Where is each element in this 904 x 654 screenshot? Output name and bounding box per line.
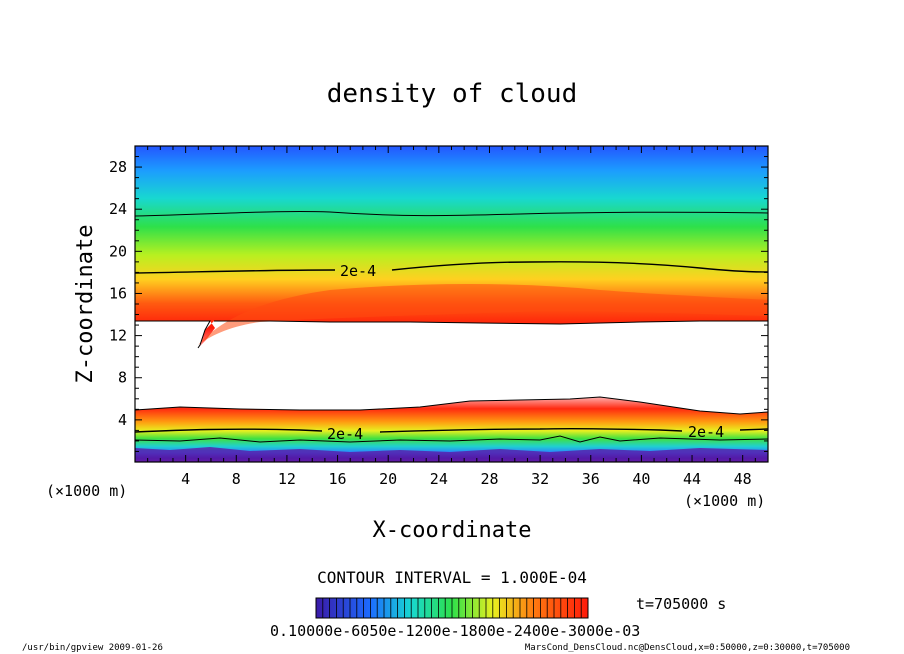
lower-cloud-bottom-edge: [135, 447, 768, 462]
contour-label: 2e-4: [327, 425, 363, 443]
z-unit-label: (×1000 m): [46, 482, 127, 500]
colorbar-labels: 0.10000e-6050e-1200e-1800e-2400e-3000e-0…: [270, 622, 640, 640]
time-label: t=705000 s: [636, 595, 726, 613]
contour-label: 2e-4: [340, 262, 376, 280]
x-tick-label: 12: [278, 470, 296, 488]
x-axis-label: X-coordinate: [373, 518, 532, 543]
contour-labels: 2e-4 2e-4 2e-4: [327, 262, 724, 443]
y-tick-label: 24: [109, 200, 127, 218]
upper-cloud-layer: [135, 146, 768, 348]
x-axis: 4 8 12 16 20 24 28 32 36 40 44 48: [147, 146, 756, 488]
x-tick-label: 44: [683, 470, 701, 488]
contour-lines: [134, 210, 769, 443]
colorbar: 0.10000e-6050e-1200e-1800e-2400e-3000e-0…: [270, 597, 640, 640]
x-tick-label: 4: [181, 470, 190, 488]
x-tick-label: 48: [734, 470, 752, 488]
y-tick-label: 4: [118, 411, 127, 429]
y-axis-label: Z-coordinate: [73, 225, 98, 384]
x-tick-label: 20: [379, 470, 397, 488]
contour-label: 2e-4: [688, 423, 724, 441]
y-tick-label: 8: [118, 369, 127, 387]
y-axis: 4 8 12 16 20 24 28: [109, 156, 768, 452]
x-tick-label: 16: [329, 470, 347, 488]
y-tick-label: 12: [109, 327, 127, 345]
contour-upper-top: [134, 210, 769, 217]
contour-interval: CONTOUR INTERVAL = 1.000E-04: [317, 568, 587, 587]
upper-cloud-tongue: [198, 284, 768, 345]
footer-right: MarsCond_DensCloud.nc@DensCloud,x=0:5000…: [525, 643, 850, 653]
chart-title: density of cloud: [327, 79, 577, 109]
x-tick-label: 36: [582, 470, 600, 488]
y-tick-label: 16: [109, 284, 127, 302]
contour-lower-2e-4: [134, 427, 769, 433]
y-tick-label: 28: [109, 158, 127, 176]
x-tick-label: 32: [531, 470, 549, 488]
x-tick-label: 40: [632, 470, 650, 488]
x-tick-label: 8: [232, 470, 241, 488]
x-tick-label: 28: [480, 470, 498, 488]
x-tick-label: 24: [430, 470, 448, 488]
y-tick-label: 20: [109, 242, 127, 260]
colorbar-dividers: [322, 598, 582, 618]
footer-left: /usr/bin/gpview 2009-01-26: [22, 643, 163, 653]
contour-lower-bottom: [134, 435, 769, 443]
x-unit-label: (×1000 m): [684, 492, 765, 510]
contour-upper-2e-4: [134, 261, 769, 274]
contour-upper-bottom: [135, 320, 768, 349]
contour-lower-top: [134, 396, 769, 415]
plot-field: [135, 146, 768, 462]
